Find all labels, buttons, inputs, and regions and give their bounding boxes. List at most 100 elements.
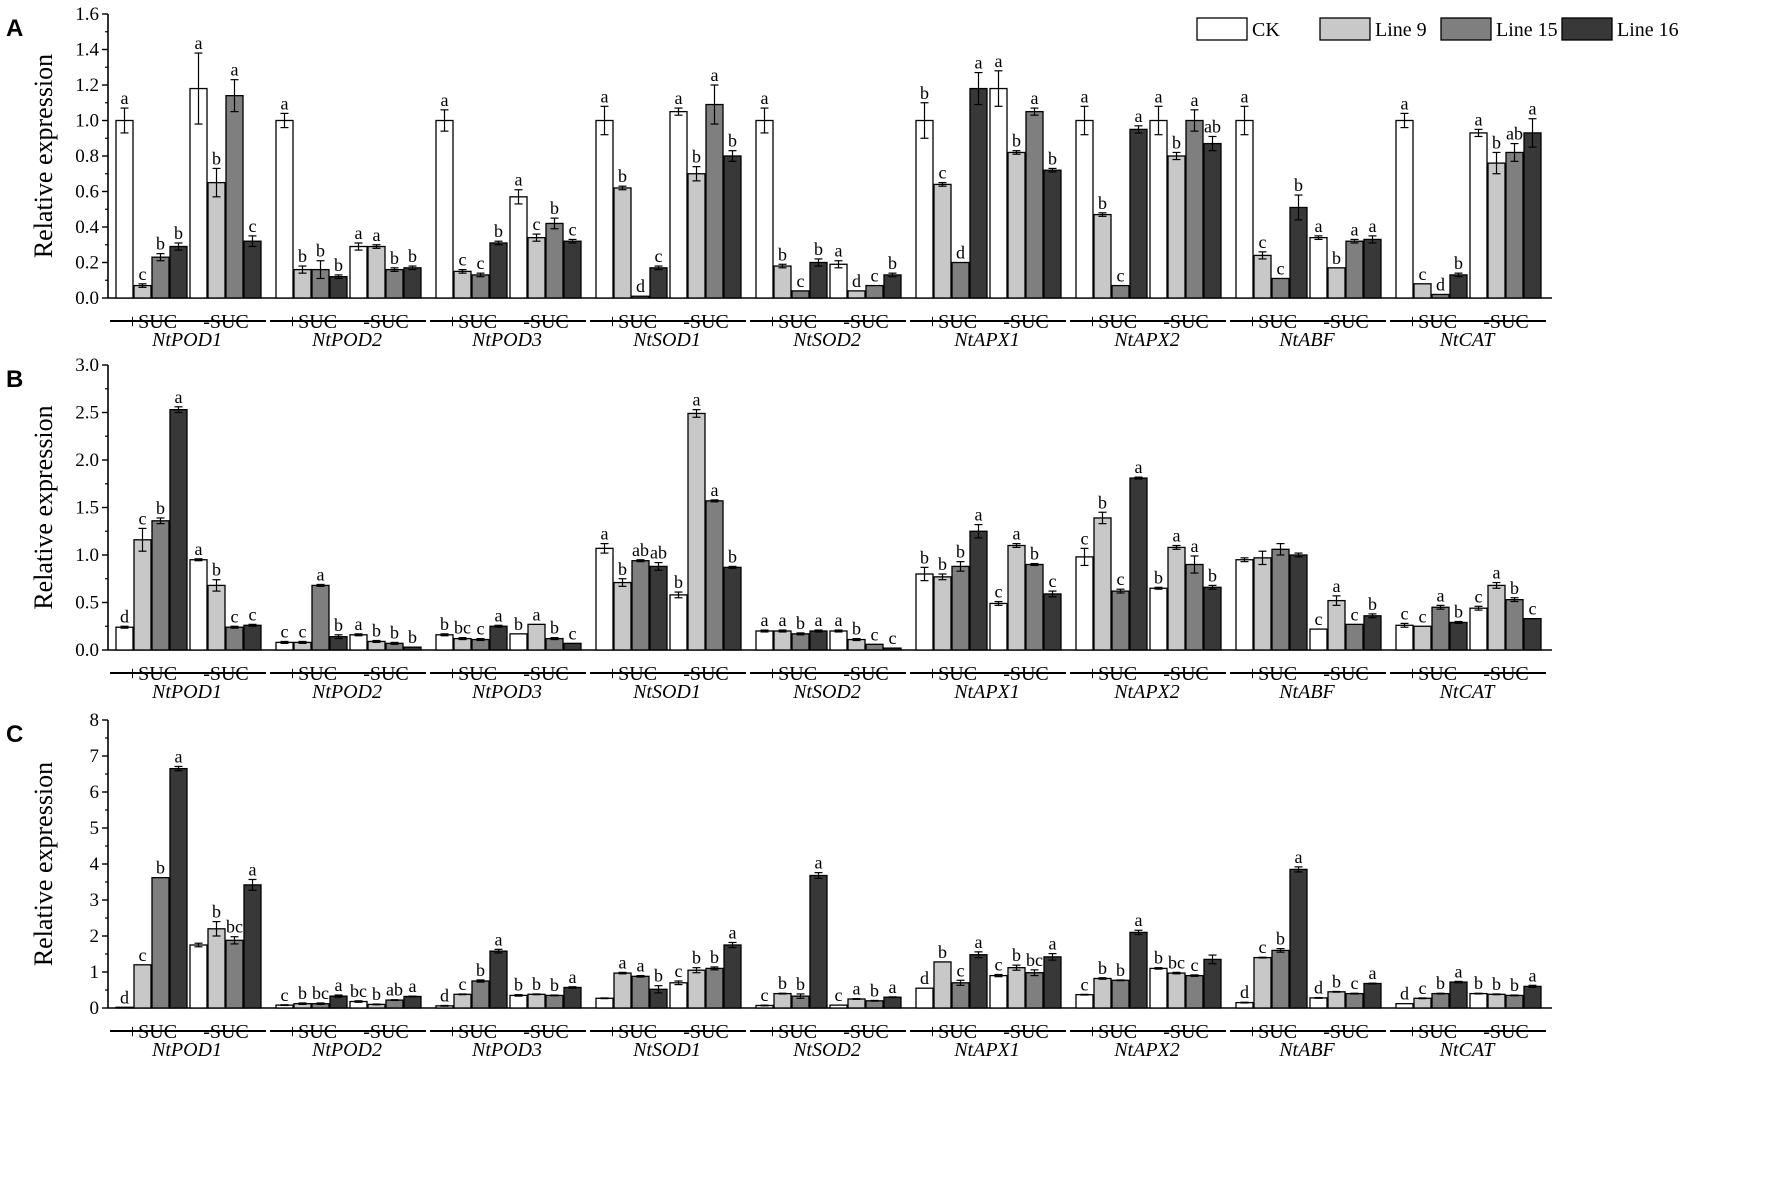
significance-letter: a (373, 225, 381, 245)
bar (847, 638, 866, 651)
significance-letter: b (814, 239, 823, 259)
bar (207, 181, 226, 299)
bar (1469, 132, 1488, 299)
significance-letter: b (692, 948, 701, 968)
bar (151, 877, 170, 1009)
significance-letter: b (1332, 248, 1341, 268)
bar (773, 992, 792, 1009)
bar (1431, 992, 1450, 1009)
significance-letter: c (231, 606, 239, 626)
significance-letter: c (249, 216, 257, 236)
bar (1075, 556, 1094, 651)
significance-letter: b (1098, 193, 1107, 213)
group-label: -SUC (843, 663, 889, 685)
bar (563, 240, 582, 299)
bar (613, 187, 632, 299)
significance-letter: c (139, 945, 147, 965)
significance-letter: a (1191, 536, 1199, 556)
significance-letter: a (711, 480, 719, 500)
significance-letter: c (835, 985, 843, 1005)
significance-letter: a (1369, 963, 1377, 983)
y-axis-label: Relative expression (29, 762, 58, 966)
bar (1185, 119, 1204, 299)
significance-letter: c (299, 621, 307, 641)
bar (1505, 151, 1524, 299)
bar (809, 630, 828, 651)
group-label: +SUC (1087, 1021, 1137, 1043)
significance-letter: b (174, 223, 183, 243)
bar (723, 566, 742, 651)
bar (1167, 546, 1186, 651)
significance-letter: b (956, 542, 965, 562)
significance-letter: b (710, 947, 719, 967)
significance-letter: b (888, 253, 897, 273)
group-label: +SUC (607, 663, 657, 685)
bar (613, 972, 632, 1009)
bar (349, 245, 368, 299)
bar (1523, 132, 1542, 299)
gene-label: NtSOD2 (792, 329, 861, 351)
significance-letter: c (1117, 266, 1125, 286)
significance-letter: a (779, 610, 787, 630)
group-label: -SUC (1483, 663, 1529, 685)
bar (1469, 607, 1488, 651)
significance-letter: a (1173, 526, 1181, 546)
significance-letter: c (675, 961, 683, 981)
significance-letter: a (195, 33, 203, 53)
bar (1309, 628, 1328, 651)
group-label: +SUC (127, 311, 177, 333)
significance-letter: c (459, 974, 467, 994)
bar (453, 993, 472, 1009)
significance-letter: c (1401, 603, 1409, 623)
bar (1345, 623, 1364, 651)
gene-label: NtABF (1278, 329, 1335, 351)
significance-letter: b (796, 613, 805, 633)
bar (883, 996, 902, 1009)
significance-letter: c (569, 623, 577, 643)
bar (527, 993, 546, 1009)
bar (1505, 599, 1524, 651)
significance-letter: c (459, 250, 467, 270)
bar (1007, 544, 1026, 651)
bar (311, 584, 330, 651)
bar (1431, 606, 1450, 651)
y-tick-label: 2.5 (75, 403, 99, 424)
bar (403, 267, 422, 299)
significance-letter: a (1529, 965, 1537, 985)
significance-letter: c (1081, 528, 1089, 548)
y-tick-label: 1.5 (75, 498, 99, 519)
significance-letter: a (1135, 457, 1143, 477)
group-label: +SUC (1407, 1021, 1457, 1043)
significance-letter: b (920, 547, 929, 567)
significance-letter: c (1475, 586, 1483, 606)
significance-letter: c (761, 985, 769, 1005)
y-tick-label: 2.0 (75, 450, 99, 471)
group-label: -SUC (363, 1021, 409, 1043)
group-label: +SUC (127, 1021, 177, 1043)
legend-entry: Line 16 (1617, 19, 1679, 41)
bar (1043, 956, 1062, 1009)
group-label: +SUC (287, 1021, 337, 1043)
gene-label: NtABF (1278, 681, 1335, 703)
bar (1111, 284, 1130, 299)
significance-letter: b (372, 621, 381, 641)
bar (385, 999, 404, 1009)
bar (207, 584, 226, 651)
bar (865, 1000, 884, 1009)
significance-letter: b (1332, 971, 1341, 991)
y-tick-label: 1.4 (75, 40, 99, 61)
bar (1327, 599, 1346, 651)
bar (755, 630, 774, 651)
bar (453, 270, 472, 299)
significance-letter: a (815, 853, 823, 873)
significance-letter: a (1401, 93, 1409, 113)
bar (509, 196, 528, 299)
bar (1203, 586, 1222, 651)
significance-letter: a (1295, 847, 1303, 867)
bar (773, 630, 792, 651)
group-label: +SUC (127, 663, 177, 685)
significance-letter: a (355, 614, 363, 634)
bar (489, 950, 508, 1009)
